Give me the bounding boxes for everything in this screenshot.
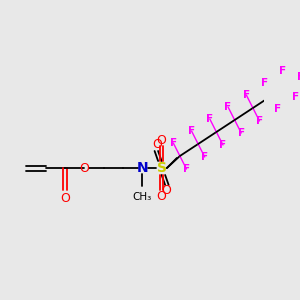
Text: O: O — [157, 134, 166, 146]
Text: F: F — [297, 71, 300, 82]
Text: O: O — [152, 139, 162, 152]
Text: F: F — [238, 128, 245, 138]
Text: F: F — [170, 138, 177, 148]
Text: F: F — [206, 114, 213, 124]
Text: O: O — [80, 161, 89, 175]
Text: O: O — [161, 184, 171, 197]
Text: F: F — [183, 164, 190, 174]
Text: F: F — [224, 102, 232, 112]
Text: N: N — [136, 161, 148, 175]
Text: O: O — [157, 190, 166, 202]
Text: F: F — [219, 140, 226, 150]
Text: F: F — [274, 104, 281, 114]
Text: F: F — [188, 126, 195, 136]
Text: F: F — [292, 92, 300, 102]
Text: F: F — [279, 66, 286, 76]
Text: F: F — [201, 152, 208, 162]
Text: F: F — [261, 78, 268, 88]
Text: F: F — [256, 116, 263, 126]
Text: S: S — [157, 161, 166, 175]
Text: O: O — [60, 191, 70, 205]
Text: F: F — [243, 90, 250, 100]
Text: CH₃: CH₃ — [133, 192, 152, 202]
